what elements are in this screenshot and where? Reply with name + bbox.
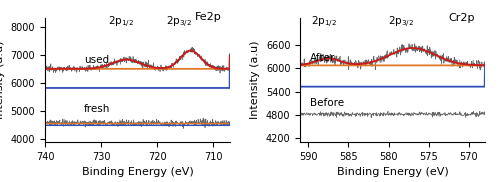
Text: Before: Before [310, 98, 344, 108]
Text: Cr2p: Cr2p [449, 13, 475, 23]
Y-axis label: Intensity (a.u): Intensity (a.u) [250, 41, 260, 119]
Text: 2p$_{1/2}$: 2p$_{1/2}$ [312, 15, 337, 29]
Text: 2p$_{1/2}$: 2p$_{1/2}$ [108, 15, 134, 30]
Text: fresh: fresh [84, 104, 110, 114]
Text: used: used [84, 55, 110, 65]
Y-axis label: Intensity (a.u): Intensity (a.u) [0, 41, 5, 119]
Text: Fe2p: Fe2p [194, 12, 222, 22]
Text: 2p$_{3/2}$: 2p$_{3/2}$ [166, 15, 192, 30]
X-axis label: Binding Energy (eV): Binding Energy (eV) [82, 167, 194, 177]
Text: After: After [310, 53, 335, 63]
Text: 2p$_{3/2}$: 2p$_{3/2}$ [388, 15, 413, 29]
X-axis label: Binding Energy (eV): Binding Energy (eV) [336, 167, 448, 177]
